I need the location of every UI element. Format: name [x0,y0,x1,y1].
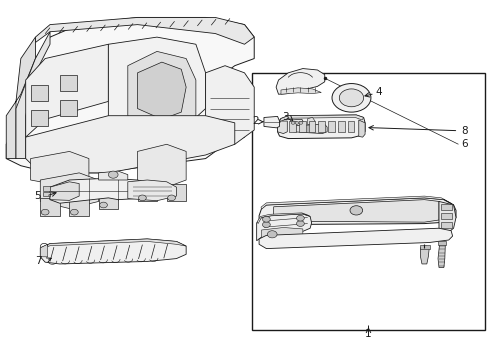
Text: 6: 6 [460,139,467,149]
Polygon shape [437,244,445,267]
Polygon shape [30,111,47,126]
Circle shape [339,89,363,107]
Polygon shape [259,198,455,225]
Polygon shape [278,115,363,123]
Polygon shape [60,75,77,91]
Polygon shape [108,37,205,152]
Polygon shape [127,180,176,201]
Polygon shape [40,244,47,257]
Text: 3: 3 [282,112,288,122]
Polygon shape [30,152,89,187]
Polygon shape [261,196,453,209]
Polygon shape [40,198,60,216]
Polygon shape [292,124,326,134]
Polygon shape [6,37,35,158]
Circle shape [262,222,270,228]
Polygon shape [42,192,50,196]
Polygon shape [264,116,279,128]
Circle shape [290,121,294,124]
Circle shape [108,171,118,178]
Bar [441,222,451,228]
Polygon shape [40,239,186,264]
Circle shape [138,195,146,201]
Polygon shape [60,100,77,116]
Polygon shape [438,202,455,233]
Bar [308,121,315,132]
Polygon shape [273,200,438,222]
Text: 7: 7 [35,256,41,266]
Bar [347,121,354,132]
Polygon shape [281,88,321,94]
Bar [441,213,451,219]
Circle shape [298,121,302,124]
Polygon shape [40,239,186,249]
Polygon shape [42,186,50,191]
Polygon shape [307,117,314,125]
Text: 4: 4 [375,87,382,98]
Polygon shape [257,213,309,224]
Polygon shape [137,184,157,202]
Polygon shape [205,66,254,144]
Bar [327,121,334,132]
Polygon shape [437,242,446,246]
Polygon shape [69,198,89,216]
Circle shape [262,216,270,222]
Circle shape [41,209,49,215]
Polygon shape [35,18,254,44]
Bar [288,121,295,132]
Polygon shape [276,68,324,94]
Bar [441,204,451,210]
Polygon shape [16,32,50,158]
Circle shape [296,215,304,221]
Polygon shape [6,18,254,173]
Polygon shape [166,184,186,202]
Bar [251,73,484,330]
Polygon shape [30,85,47,102]
Bar [298,121,305,132]
Circle shape [70,209,78,215]
Circle shape [294,121,298,124]
Polygon shape [256,214,311,241]
Text: 8: 8 [460,126,467,136]
Polygon shape [40,173,99,208]
Bar [337,121,344,132]
Polygon shape [259,228,452,249]
Circle shape [167,195,175,201]
Polygon shape [277,115,365,139]
Polygon shape [277,121,287,134]
Polygon shape [50,178,147,203]
Circle shape [267,231,277,238]
Polygon shape [290,119,303,126]
Text: 2: 2 [252,116,259,126]
Polygon shape [26,116,234,173]
Circle shape [331,84,370,112]
Bar [318,121,325,132]
Polygon shape [50,182,79,201]
Polygon shape [137,144,186,187]
Circle shape [349,206,362,215]
Text: 1: 1 [365,329,371,339]
Polygon shape [358,120,365,137]
Polygon shape [137,62,186,119]
Circle shape [296,221,304,226]
Polygon shape [127,51,196,126]
Polygon shape [26,44,108,137]
Polygon shape [419,245,429,249]
Polygon shape [99,171,127,180]
Polygon shape [261,228,302,241]
Circle shape [100,202,107,208]
Polygon shape [420,246,428,264]
Polygon shape [99,191,118,208]
Text: 5: 5 [35,191,41,201]
